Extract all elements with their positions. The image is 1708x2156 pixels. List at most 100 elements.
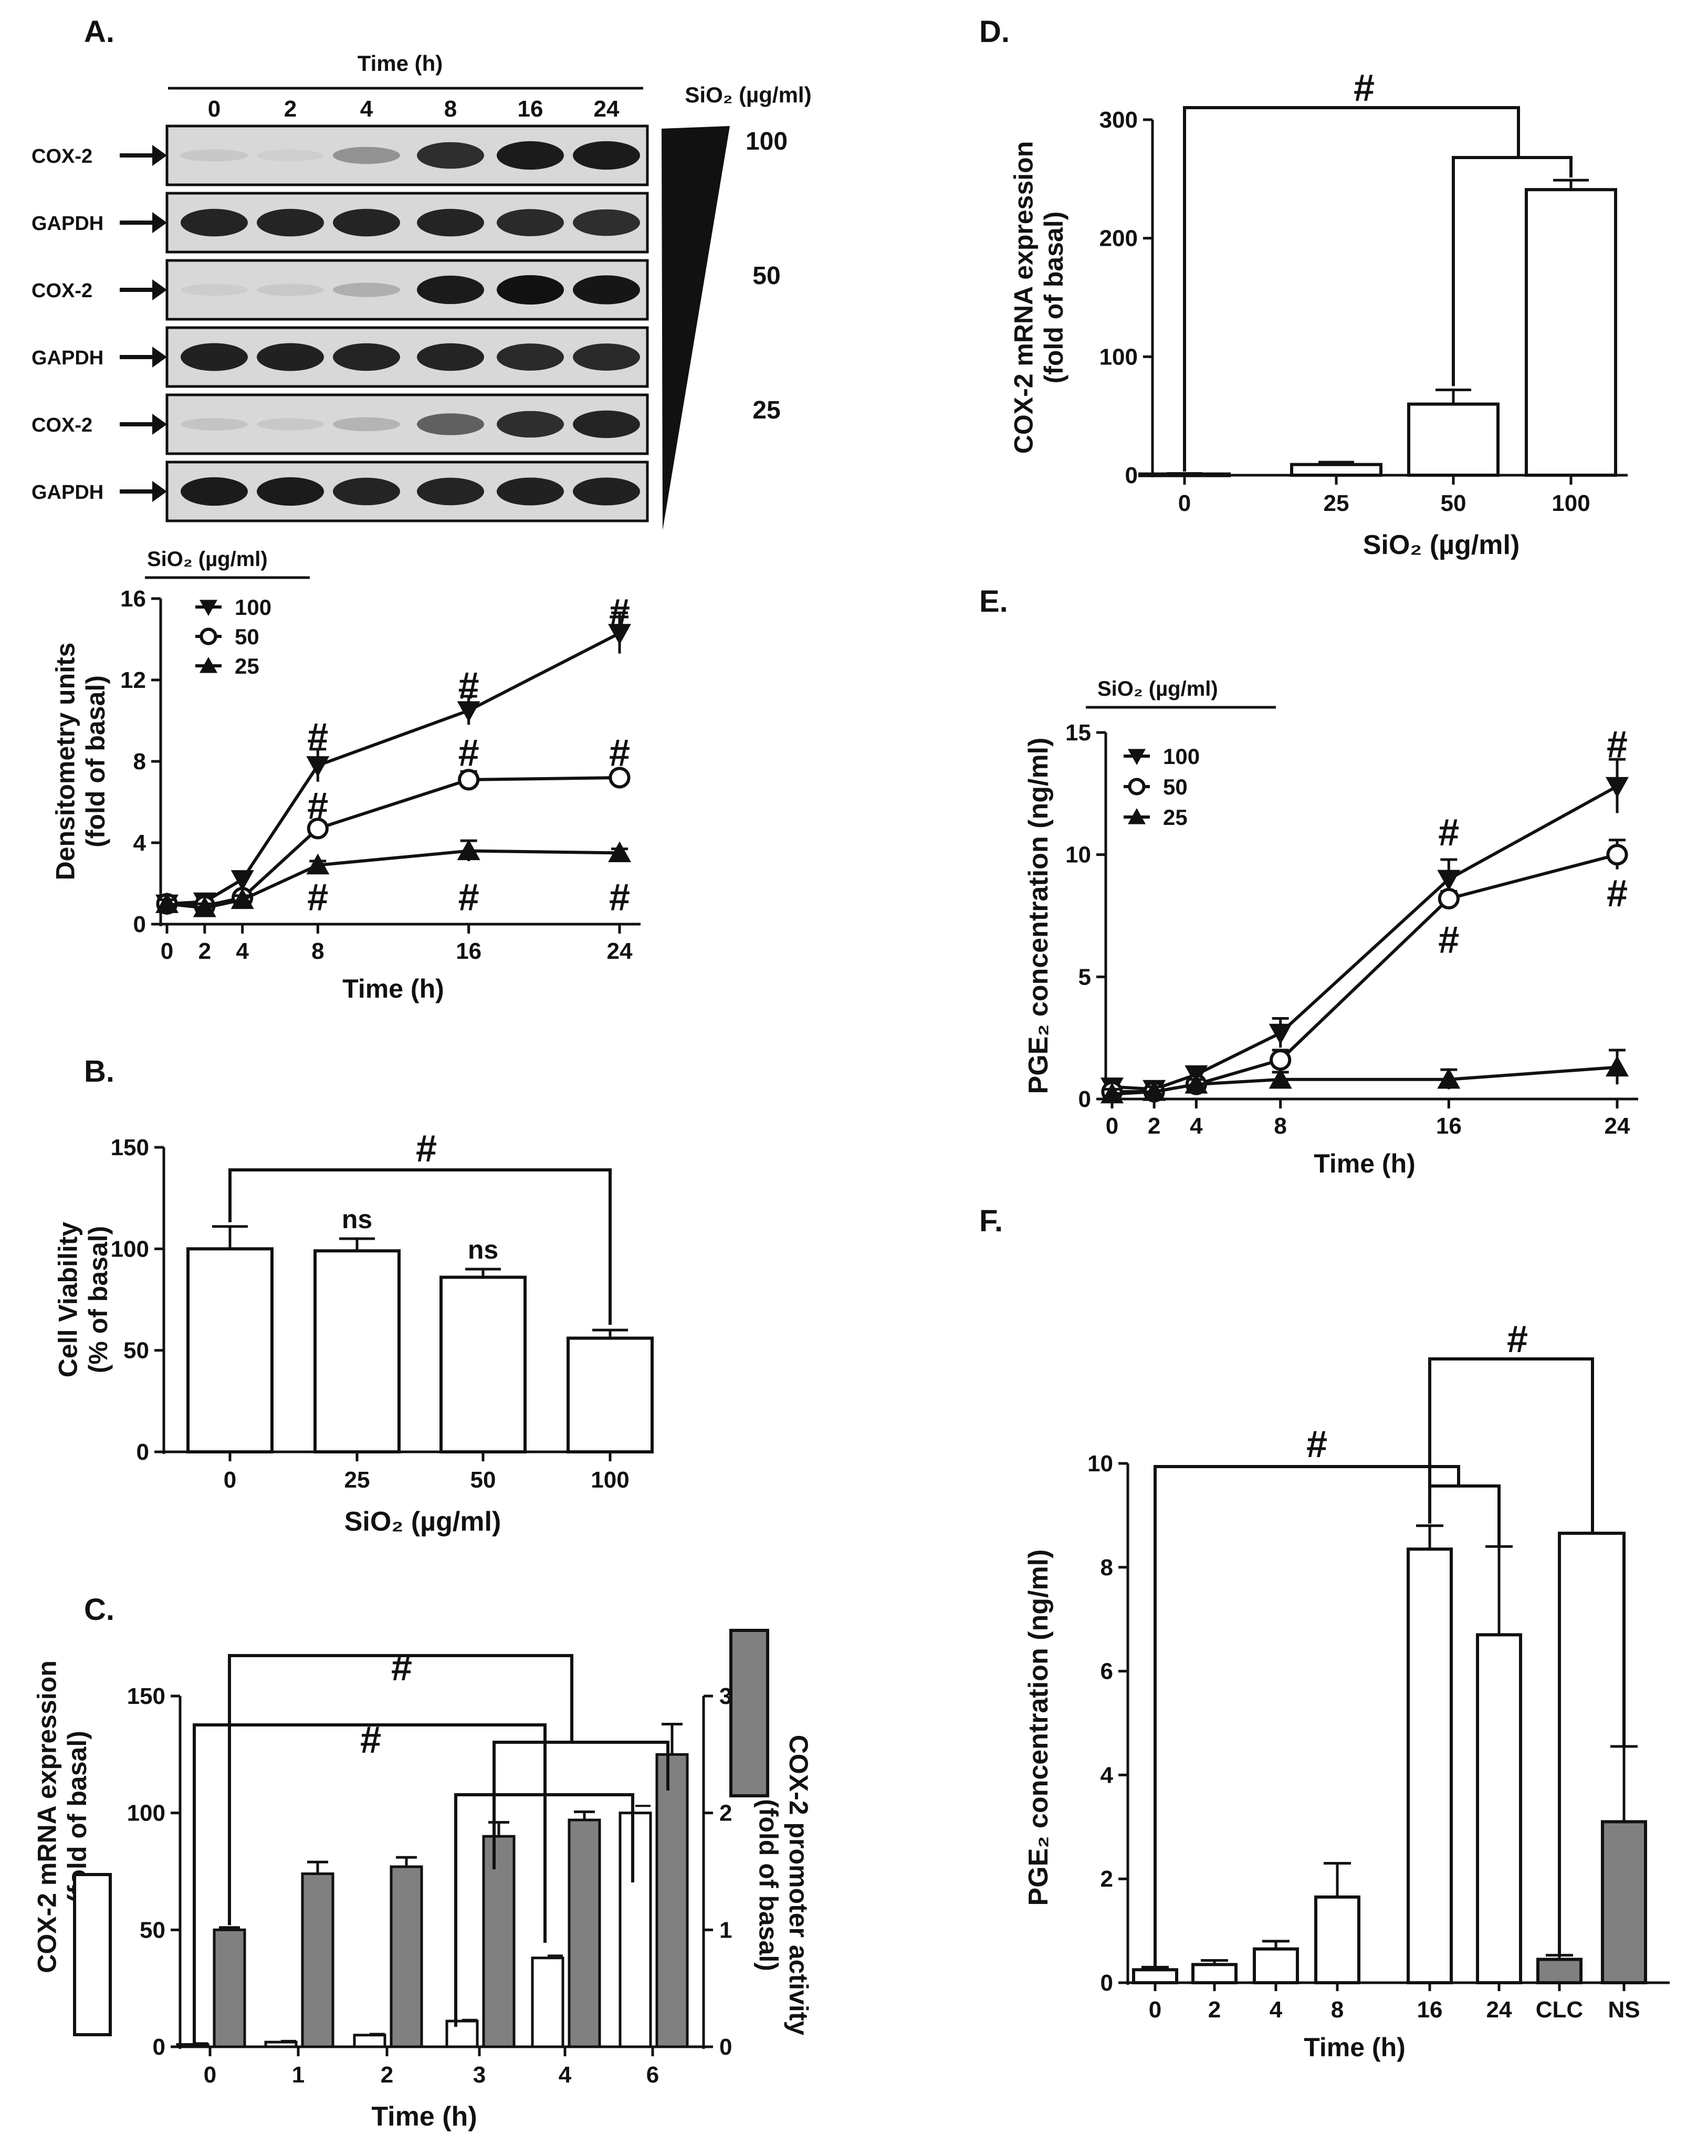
x-tick-label: 100	[1552, 490, 1590, 516]
bar	[1536, 1958, 1583, 1985]
significance-bracket	[193, 1723, 547, 2043]
significance-bracket	[1428, 1357, 1594, 1533]
y-tick-label: 0	[1078, 1086, 1091, 1112]
marker-triangle-up	[1606, 1055, 1629, 1077]
x-tick-label: 100	[591, 1467, 629, 1493]
blot-band	[573, 275, 640, 305]
marker-circle	[458, 769, 480, 791]
blot-band	[333, 208, 400, 237]
series-25	[1101, 1049, 1629, 1104]
y-tick-label: 50	[140, 1917, 165, 1943]
x-tick-label: 25	[344, 1467, 370, 1493]
marker-triangle-down	[1606, 777, 1629, 798]
marker-triangle-down	[457, 701, 480, 723]
y-tick-label: 4	[1101, 1762, 1114, 1788]
blot-band	[333, 282, 400, 297]
x-tick-label: 16	[456, 938, 481, 964]
marker-triangle-up	[200, 657, 217, 673]
bar-promoter	[482, 1835, 516, 2048]
panel-label-d: D.	[979, 15, 1010, 49]
y-tick-label: 16	[120, 586, 146, 612]
significance-hash: #	[458, 732, 479, 775]
x-axis-label: SiO₂ (µg/ml)	[344, 1506, 501, 1537]
y-tick-label: 2	[719, 1801, 732, 1826]
panel-label-c: C.	[84, 1593, 114, 1627]
bar	[186, 1247, 274, 1453]
bar	[439, 1275, 527, 1453]
significance-hash: #	[1507, 1318, 1528, 1360]
bar	[1601, 1820, 1647, 1984]
marker-triangle-down	[230, 870, 254, 891]
series-line	[1112, 784, 1618, 1091]
y-tick-label: 8	[1101, 1555, 1113, 1581]
legend-swatch-mrna	[73, 1873, 112, 2036]
legend-entry: 50	[235, 624, 259, 649]
bar	[313, 1249, 401, 1453]
blot-row: COX-2 50	[32, 259, 781, 321]
y-axis-label: (fold of basal)	[81, 675, 110, 847]
y-axis-label: Densitometry units	[50, 643, 80, 881]
y-tick-label: 0	[719, 2034, 732, 2060]
arrow-head-icon	[152, 414, 167, 435]
panel-label-a: A.	[84, 15, 114, 49]
blot-band	[333, 343, 400, 371]
x-axis-label: Time (h)	[342, 974, 444, 1003]
y-tick-label: 4	[133, 830, 146, 856]
x-tick-label: 6	[646, 2062, 659, 2088]
marker-triangle-down	[608, 624, 631, 645]
bar-mrna	[353, 2034, 386, 2048]
x-tick-label: 8	[311, 938, 324, 964]
x-tick-label: 2	[198, 938, 211, 964]
marker-triangle-up	[1437, 1067, 1461, 1089]
bar-mrna	[264, 2040, 298, 2048]
annotation-ns: ns	[468, 1235, 498, 1264]
y-tick-label: 10	[1087, 1451, 1113, 1477]
significance-hash: #	[458, 877, 479, 919]
blot-band	[497, 209, 564, 236]
panel-label-f: F.	[979, 1204, 1003, 1238]
annotation-ns: ns	[342, 1205, 372, 1234]
x-tick-label: 0	[1149, 1997, 1161, 2023]
blot-lane-label: 16	[518, 96, 543, 122]
blot-band	[497, 275, 564, 305]
marker-circle	[609, 767, 631, 789]
x-axis-label: Time (h)	[1314, 1149, 1416, 1178]
x-tick-label: 3	[473, 2062, 486, 2088]
marker-triangle-up	[306, 853, 330, 875]
blot-time-header: Time (h)	[358, 51, 443, 76]
panel-label-e: E.	[979, 584, 1008, 619]
blot-row-label: GAPDH	[32, 482, 103, 504]
panel-label-b: B.	[84, 1054, 114, 1089]
blot-band	[417, 208, 484, 237]
arrow-head-icon	[152, 212, 167, 233]
blot-band	[181, 343, 248, 371]
blot-row-label: GAPDH	[32, 213, 103, 235]
significance-bracket	[493, 1741, 669, 1869]
marker-triangle-up	[193, 896, 216, 917]
bar	[1191, 1963, 1238, 1985]
y-axis-label: (fold of basal)	[753, 1799, 783, 1971]
blot-dose-header: SiO₂ (µg/ml)	[685, 82, 811, 107]
y-tick-label: 6	[1101, 1659, 1113, 1684]
x-tick-label: 2	[1148, 1113, 1160, 1139]
y-tick-label: 150	[111, 1135, 149, 1160]
significance-hash: #	[416, 1128, 437, 1170]
blot-row: COX-2 25	[32, 393, 781, 455]
blot-band	[257, 208, 324, 237]
significance-hash: #	[391, 1647, 412, 1689]
blot-row-label: GAPDH	[32, 347, 103, 369]
significance-bracket	[1154, 1465, 1460, 1967]
blot-row: GAPDH	[32, 326, 649, 388]
significance-bracket	[228, 1654, 573, 1925]
blot-band	[181, 418, 248, 431]
y-tick-label: 0	[137, 1439, 149, 1465]
y-tick-label: 150	[127, 1683, 165, 1709]
x-tick-label: 24	[607, 938, 633, 964]
marker-triangle-up	[1128, 808, 1146, 824]
x-tick-label: 0	[204, 2062, 216, 2088]
arrow-head-icon	[152, 347, 167, 368]
blot-band	[573, 141, 640, 170]
blot-strip	[165, 124, 649, 186]
blot-band	[181, 208, 248, 237]
